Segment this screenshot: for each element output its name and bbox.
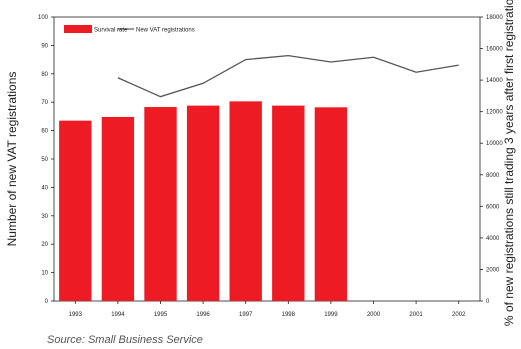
left-axis-title: Number of new VAT registrations	[5, 72, 19, 247]
right-tick-label: 10000	[486, 141, 503, 147]
line-series	[117, 55, 459, 98]
right-tick-label: 8000	[486, 173, 500, 179]
left-tick-label: 60	[41, 129, 48, 135]
x-tick-label: 1996	[196, 312, 210, 318]
left-tick-label: 30	[41, 214, 48, 220]
legend-label-line: New VAT registrations	[136, 28, 195, 34]
left-tick-label: 40	[41, 185, 48, 191]
left-tick-label: 20	[41, 242, 48, 248]
right-tick-label: 0	[486, 299, 490, 305]
left-tick-label: 50	[41, 157, 48, 163]
right-tick-label: 14000	[486, 78, 503, 84]
x-tick-label: 1994	[111, 312, 125, 318]
right-tick-label: 18000	[486, 15, 503, 21]
right-tick-label: 6000	[486, 204, 500, 210]
x-tick-label: 1995	[154, 312, 168, 318]
left-tick-label: 100	[38, 15, 49, 21]
bar-1999	[314, 107, 348, 301]
legend-label-bar: Survival rate	[94, 28, 128, 34]
left-tick-label: 10	[41, 271, 48, 277]
legend-swatch-bar	[64, 25, 92, 33]
bar-1997	[229, 101, 262, 302]
x-axis: 1993 1994 1995 1996 1997 1998 1999 2000 2001 2002	[69, 301, 466, 318]
right-tick-label: 12000	[486, 110, 503, 116]
x-tick-label: 1993	[69, 312, 83, 318]
bar-1995	[144, 107, 177, 301]
right-tick-label: 2000	[486, 267, 500, 273]
x-tick-label: 1999	[324, 312, 338, 318]
bar-1996	[186, 105, 220, 301]
bar-1994	[101, 116, 135, 301]
right-axis-title: % of new registrations still trading 3 y…	[502, 0, 516, 326]
left-tick-label: 90	[41, 43, 48, 49]
x-tick-label: 2002	[452, 312, 466, 318]
bar-1993	[59, 120, 92, 301]
x-tick-label: 2000	[367, 312, 381, 318]
legend: Survival rate New VAT registrations	[64, 25, 195, 34]
right-tick-label: 4000	[486, 236, 500, 242]
x-tick-label: 2001	[409, 312, 423, 318]
left-tick-label: 80	[41, 72, 48, 78]
bar-1998	[272, 105, 305, 301]
left-tick-label: 0	[45, 299, 49, 305]
line-new-vat-registrations	[117, 55, 459, 98]
source-note: Source: Small Business Service	[47, 334, 203, 346]
right-axis: 0 2000 4000 6000 8000 10000 12000 14000 16000 180…	[480, 15, 503, 305]
left-axis: 0 10 20 30 40 50 60 70 80 90 100	[38, 15, 54, 305]
x-tick-label: 1998	[282, 312, 296, 318]
left-tick-label: 70	[41, 100, 48, 106]
right-tick-label: 16000	[486, 47, 503, 53]
bar-series	[59, 101, 348, 302]
x-tick-label: 1997	[239, 312, 253, 318]
